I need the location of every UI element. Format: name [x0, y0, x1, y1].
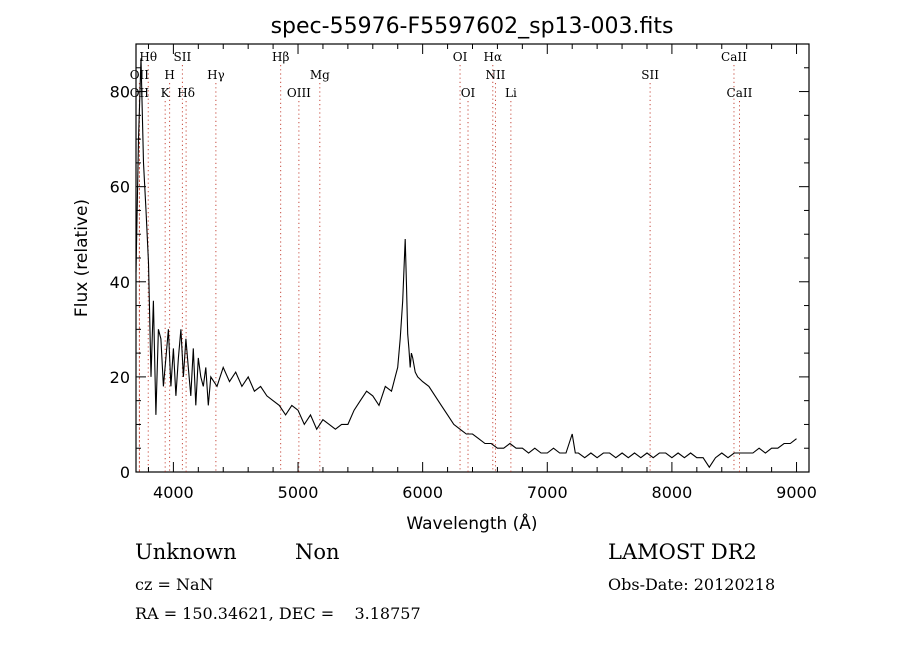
- object-subclass: Non: [295, 540, 340, 564]
- redshift-cz: cz = NaN: [135, 575, 214, 594]
- x-tick-label: 7000: [527, 483, 568, 502]
- spectral-line-label: Hα: [484, 50, 503, 64]
- y-tick-label: 60: [110, 178, 130, 197]
- spectral-line-label: OIII: [287, 86, 311, 100]
- spectral-line-label: Hβ: [272, 50, 289, 64]
- spectrum-series-line: [135, 58, 797, 469]
- x-tick-label: 6000: [402, 483, 443, 502]
- spectral-line-label: OI: [461, 86, 476, 100]
- spectral-line-label: Hθ: [139, 50, 157, 64]
- spectral-line-label: SII: [641, 68, 659, 82]
- y-tick-label: 20: [110, 368, 130, 387]
- x-axis-label: Wavelength (Å): [406, 512, 537, 534]
- x-tick-label: 4000: [153, 483, 194, 502]
- object-class: Unknown: [135, 540, 237, 564]
- spectral-line-label: H: [164, 68, 174, 82]
- survey-name: LAMOST DR2: [608, 540, 757, 564]
- spectral-line-label: CaII: [721, 50, 747, 64]
- y-axis-label: Flux (relative): [72, 199, 92, 317]
- spectral-line-label: Mg: [310, 68, 330, 82]
- y-tick-label: 80: [110, 83, 130, 102]
- spectral-line-label: OII: [130, 68, 150, 82]
- observation-date: Obs-Date: 20120218: [608, 575, 776, 594]
- x-tick-label: 9000: [776, 483, 817, 502]
- plot-frame: [135, 43, 810, 473]
- spectral-line-label: K: [161, 86, 171, 100]
- coordinates: RA = 150.34621, DEC = 3.18757: [135, 604, 421, 623]
- y-tick-label: 40: [110, 273, 130, 292]
- spectral-line-label: Hγ: [207, 68, 225, 82]
- x-tick-label: 8000: [652, 483, 693, 502]
- chart-title: spec-55976-F5597602_sp13-003.fits: [271, 14, 674, 39]
- spectral-line-label: Hδ: [177, 86, 195, 100]
- spectral-line-label: NII: [485, 68, 505, 82]
- spectral-line-label: OI: [453, 50, 468, 64]
- spectral-line-label: Li: [505, 86, 517, 100]
- spectral-line-label: SII: [174, 50, 192, 64]
- x-tick-label: 5000: [278, 483, 319, 502]
- spectral-line-label: CaII: [727, 86, 753, 100]
- y-tick-label: 0: [120, 463, 130, 482]
